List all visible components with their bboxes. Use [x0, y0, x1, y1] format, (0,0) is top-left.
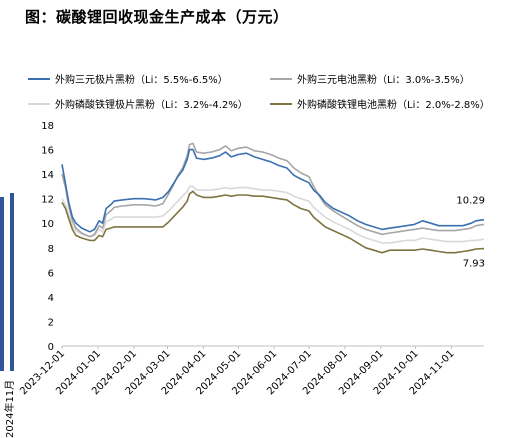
y-tick-label-8: 16 [41, 146, 54, 157]
legend-label-2: 外购磷酸铁锂极片黑粉（Li：3.2%-4.2%） [55, 100, 248, 111]
series-line-1 [61, 142, 485, 238]
legend-swatch-0 [28, 77, 50, 80]
y-tick-label-6: 12 [41, 195, 54, 206]
y-tick-label-4: 8 [48, 244, 54, 255]
y-tick-label-2: 4 [48, 293, 54, 304]
y-tick-label-0: 0 [48, 342, 54, 353]
legend-label-1: 外购三元电池黑粉（Li：3.0%-3.5%） [297, 75, 470, 86]
series-line-2 [61, 185, 485, 244]
legend-swatch-2 [28, 102, 50, 105]
chart-title: 图：碳酸锂回收现金生产成本（万元） [25, 8, 289, 26]
end-value-label-1: 7.93 [463, 259, 485, 270]
legend-item-series-2: 外购磷酸铁锂极片黑粉（Li：3.2%-4.2%） [28, 96, 248, 111]
fragment-bar-1 [0, 197, 4, 371]
legend-item-series-1: 外购三元电池黑粉（Li：3.0%-3.5%） [270, 71, 470, 86]
y-tick-label-1: 2 [48, 317, 54, 328]
legend-swatch-3 [270, 102, 292, 105]
y-tick-label-7: 14 [41, 170, 54, 181]
legend-label-0: 外购三元极片黑粉（Li：5.5%-6.5%） [55, 75, 228, 86]
y-tick-label-3: 6 [48, 268, 54, 279]
y-tick-label-9: 18 [41, 121, 54, 132]
legend-item-series-0: 外购三元极片黑粉（Li：5.5%-6.5%） [28, 71, 228, 86]
end-value-label-0: 10.29 [456, 196, 485, 207]
y-tick-label-5: 10 [41, 219, 54, 230]
series-line-0 [61, 148, 485, 233]
series-line-3 [61, 190, 485, 254]
legend-swatch-1 [270, 77, 292, 80]
legend-item-series-3: 外购磷酸铁锂电池黑粉（Li：2.0%-2.8%） [270, 96, 490, 111]
fragment-bar-2 [10, 193, 14, 371]
legend-label-3: 外购磷酸铁锂电池黑粉（Li：2.0%-2.8%） [297, 100, 490, 111]
